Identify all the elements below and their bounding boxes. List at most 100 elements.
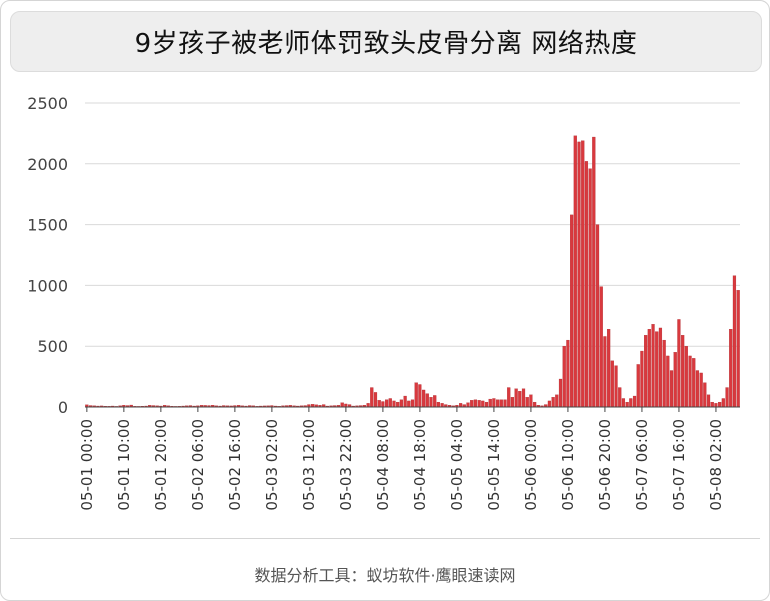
bar [399, 399, 403, 408]
bar [410, 399, 415, 408]
bar [584, 161, 589, 408]
bar [636, 364, 640, 408]
x-tick-label: 05-03 02:00 [263, 419, 281, 511]
x-tick-label: 05-04 18:00 [411, 419, 429, 511]
bar [669, 370, 674, 408]
source-footer: 数据分析工具：蚁坊软件·鹰眼速读网 [254, 566, 516, 585]
y-tick-label: 0 [58, 398, 68, 417]
bar [425, 393, 429, 408]
title-box: 9岁孩子被老师体罚致头皮骨分离 网络热度 [10, 11, 762, 72]
bar [470, 400, 474, 408]
y-tick-labels: 0 500 1000 1500 2000 2500 [27, 94, 68, 417]
bar [436, 401, 440, 408]
bar [614, 365, 618, 408]
bar [377, 400, 381, 408]
bar [666, 355, 670, 408]
x-tick-label: 05-01 10:00 [115, 419, 133, 511]
bar [521, 388, 526, 408]
x-tick-label: 05-04 08:00 [374, 419, 392, 511]
bar-series [85, 135, 740, 408]
bar [651, 324, 655, 408]
bar [551, 397, 555, 408]
bar [366, 403, 370, 408]
x-tick-label: 05-06 20:00 [596, 419, 614, 511]
bar [577, 141, 581, 408]
y-tick-label: 2000 [27, 155, 68, 174]
bar [403, 395, 407, 408]
bar [407, 400, 411, 408]
bar [632, 395, 637, 408]
bar [477, 400, 481, 408]
bar [710, 401, 714, 408]
bar [503, 399, 507, 408]
bar [481, 400, 485, 408]
x-tick-label: 05-06 10:00 [559, 419, 577, 511]
bar [440, 403, 444, 408]
y-tick-label: 1000 [27, 276, 68, 295]
x-tick-labels: 05-01 00:00 05-01 10:00 05-01 20:00 05-02 0… [78, 419, 725, 511]
bar [555, 394, 559, 408]
bar [418, 384, 422, 408]
bar [396, 401, 400, 408]
bar [673, 352, 677, 408]
bar [496, 399, 500, 408]
bar [684, 346, 688, 408]
footer-divider [10, 538, 760, 539]
bar [392, 400, 396, 408]
bar [607, 329, 611, 408]
bar [692, 358, 696, 408]
bar [484, 401, 489, 408]
x-tick-label: 05-03 22:00 [337, 419, 355, 511]
bar [695, 370, 700, 408]
x-tick-label: 05-01 00:00 [78, 419, 96, 511]
gridlines [85, 102, 740, 347]
bar [373, 392, 378, 408]
bar [459, 403, 463, 408]
bar [533, 401, 537, 408]
bar [547, 400, 552, 408]
bar [581, 140, 585, 408]
bar [718, 401, 722, 408]
bar [729, 329, 733, 408]
chart-title: 9岁孩子被老师体罚致头皮骨分离 网络热度 [134, 29, 638, 59]
bar [599, 286, 603, 408]
bar [681, 335, 685, 408]
bar [525, 397, 529, 408]
bar [644, 335, 648, 408]
bar [381, 401, 385, 408]
bar [595, 224, 600, 408]
bar [558, 378, 563, 408]
bar [699, 372, 703, 408]
bar [340, 402, 344, 408]
x-tick-label: 05-07 16:00 [670, 419, 688, 511]
bar [732, 275, 737, 408]
bar [385, 399, 389, 408]
bar [492, 398, 496, 408]
bar [429, 397, 433, 408]
bar [573, 135, 577, 408]
bar [466, 402, 470, 408]
bar [658, 327, 663, 408]
bar [629, 398, 633, 408]
bar [721, 398, 725, 408]
y-tick-label: 500 [37, 337, 68, 356]
bar [592, 136, 596, 408]
bar [618, 387, 622, 408]
bar [570, 214, 574, 408]
x-tick-label: 05-02 16:00 [226, 419, 244, 511]
bar [677, 319, 681, 408]
bar [625, 401, 629, 408]
y-tick-label: 2500 [27, 94, 68, 113]
bar [488, 398, 492, 408]
bar [640, 350, 644, 408]
x-tick-label: 05-06 00:00 [522, 419, 540, 511]
bar [714, 403, 718, 408]
bar-chart: 0 500 1000 1500 2000 2500 05-01 00:00 05-01 10… [27, 94, 740, 511]
x-tick-label: 05-01 20:00 [152, 419, 170, 511]
bar [703, 382, 707, 408]
bar [529, 394, 533, 408]
bar [736, 290, 740, 408]
x-tick-label: 05-05 04:00 [448, 419, 466, 511]
bar [688, 355, 692, 408]
